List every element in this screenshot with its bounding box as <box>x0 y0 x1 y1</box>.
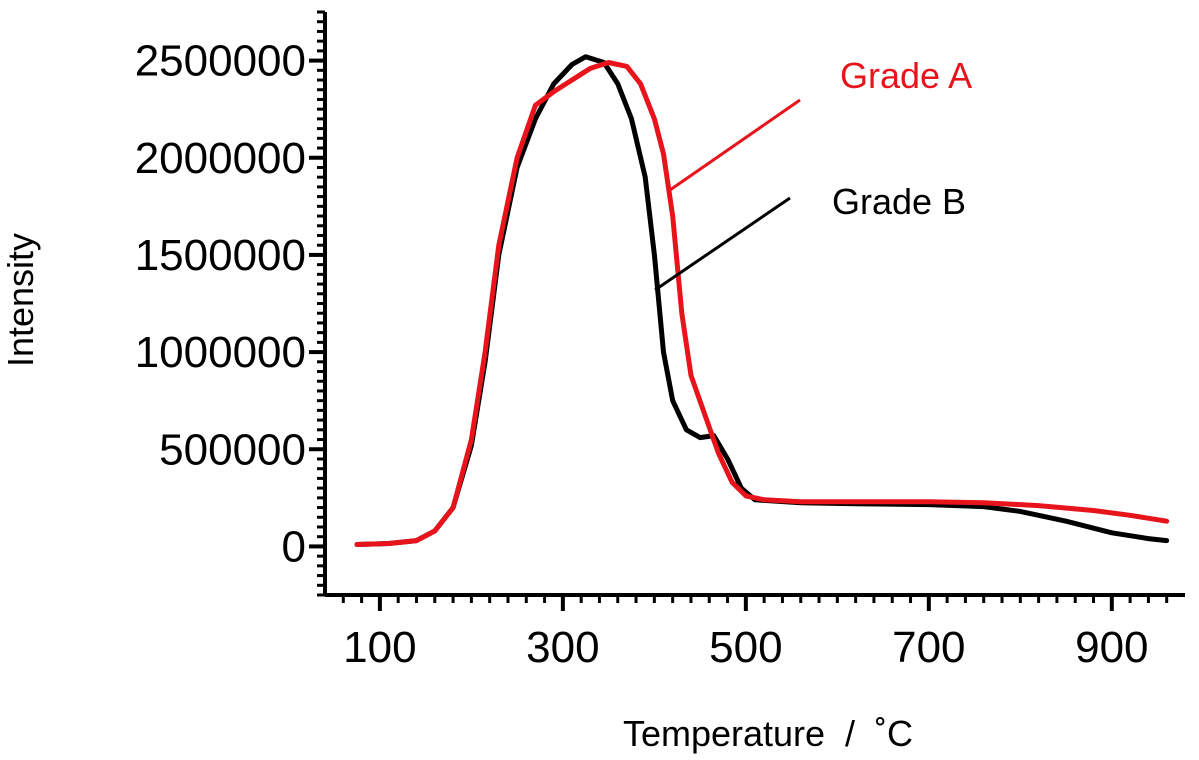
y-tick-label: 1000000 <box>135 328 306 377</box>
x-tick-label: 100 <box>343 623 416 672</box>
grade-a-leader-line <box>669 98 801 192</box>
grade-b-leader-line <box>654 196 791 292</box>
y-tick-label: 500000 <box>159 425 306 474</box>
y-tick-label: 2500000 <box>135 37 306 86</box>
legend: Grade A Grade B <box>654 55 972 292</box>
y-tick-label: 2000000 <box>135 134 306 183</box>
x-tick-label: 900 <box>1075 623 1148 672</box>
series-line-grade-b <box>354 54 1170 547</box>
x-tick-label: 300 <box>526 623 599 672</box>
x-tick-label: 700 <box>892 623 965 672</box>
legend-label-grade-b: Grade B <box>832 181 966 222</box>
series-line-grade-a <box>354 60 1170 547</box>
x-axis-title: Temperature / ˚C <box>623 713 913 754</box>
axes: 0 500000 1000000 1500000 2000000 2500000 100 30… <box>135 10 1185 672</box>
y-tick-label: 1500000 <box>135 231 306 280</box>
legend-label-grade-a: Grade A <box>840 55 972 96</box>
y-tick-label: 0 <box>282 522 306 571</box>
plot-lines <box>354 54 1170 547</box>
x-tick-label: 500 <box>709 623 782 672</box>
y-axis-title: Intensity <box>0 233 41 367</box>
